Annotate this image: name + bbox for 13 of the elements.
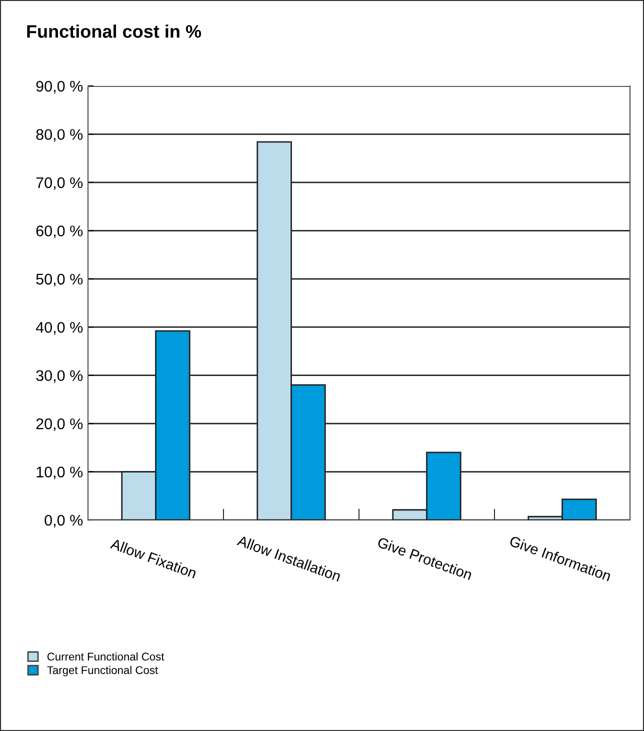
y-tick-label: 40,0 % <box>36 322 83 335</box>
y-tick-label: 90,0 % <box>36 80 83 94</box>
y-tick-label: 0,0 % <box>44 514 83 528</box>
y-tick-label: 70,0 % <box>36 177 83 190</box>
y-tick-label: 60,0 % <box>36 226 83 238</box>
y-tick-label: 30,0 % <box>36 370 83 383</box>
y-tick-label: 20,0 % <box>36 418 83 432</box>
y-tick-label: 10,0 % <box>36 466 83 480</box>
legend-label: Target Functional Cost <box>47 666 158 676</box>
y-tick-label: 50,0 % <box>36 274 83 286</box>
chart-title: Functional cost in % <box>27 24 202 38</box>
legend-label: Current Functional Cost <box>47 652 164 661</box>
y-tick-label: 80,0 % <box>36 129 83 142</box>
